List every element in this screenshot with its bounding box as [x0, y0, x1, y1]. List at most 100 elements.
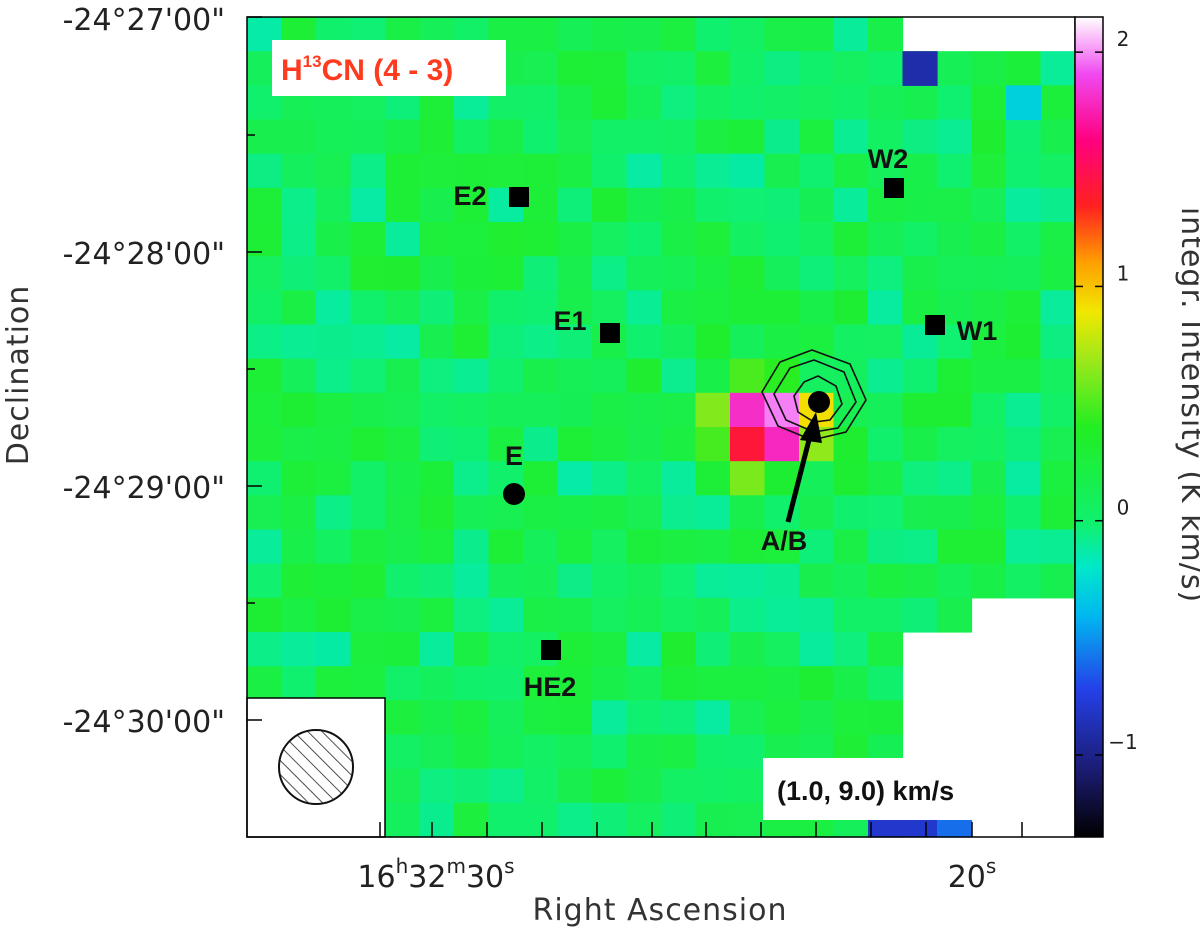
heatmap-pixel [661, 17, 697, 52]
heatmap-pixel [833, 256, 869, 291]
heatmap-pixel [626, 187, 662, 223]
heatmap-pixel [764, 51, 800, 86]
heatmap-pixel [626, 51, 662, 86]
heatmap-pixel [799, 632, 835, 667]
heatmap-pixel [316, 187, 352, 223]
heatmap-pixel [1040, 290, 1076, 326]
heatmap-pixel [557, 597, 593, 633]
heatmap-pixel [799, 597, 835, 633]
heatmap-pixel [764, 85, 800, 121]
heatmap-pixel [350, 666, 386, 701]
heatmap-pixel [350, 632, 386, 667]
heatmap-pixel [557, 427, 593, 462]
heatmap-pixel [902, 85, 938, 121]
heatmap-pixel [868, 256, 904, 291]
heatmap-pixel [868, 119, 904, 155]
heatmap-pixel [695, 51, 731, 86]
heatmap-pixel [661, 153, 697, 189]
heatmap-pixel [937, 597, 973, 633]
heatmap-pixel [281, 119, 317, 155]
heatmap-pixel [454, 666, 490, 701]
heatmap-pixel [454, 495, 490, 531]
heatmap-pixel [523, 734, 559, 770]
heatmap-pixel [385, 666, 421, 701]
heatmap-pixel [557, 187, 593, 223]
heatmap-pixel [833, 187, 869, 223]
heatmap-pixel [247, 461, 283, 496]
heatmap-pixel [695, 666, 731, 701]
heatmap-pixel [419, 256, 455, 291]
heatmap-pixel [695, 17, 731, 52]
heatmap-pixel [661, 632, 697, 667]
heatmap-pixel [937, 51, 973, 86]
heatmap-pixel [592, 700, 628, 736]
source-marker-he2 [541, 640, 561, 660]
heatmap-pixel [281, 632, 317, 667]
heatmap-pixel [316, 222, 352, 257]
heatmap-pixel [523, 85, 559, 121]
heatmap-pixel [488, 802, 524, 838]
heatmap-pixel [730, 529, 766, 565]
heatmap-pixel [799, 666, 835, 701]
heatmap-pixel [523, 802, 559, 838]
heatmap-pixel [419, 119, 455, 155]
heatmap-pixel [695, 427, 731, 462]
heatmap-pixel [730, 461, 766, 496]
heatmap-pixel [488, 632, 524, 667]
heatmap-pixel [799, 153, 835, 189]
x-tick-label-1: 16h32m30s [357, 854, 514, 895]
heatmap-pixel [557, 563, 593, 599]
heatmap-pixel [247, 632, 283, 667]
source-label-e2: E2 [453, 181, 486, 211]
heatmap-pixel [488, 427, 524, 462]
heatmap-pixel [1040, 392, 1076, 428]
heatmap-pixel [868, 529, 904, 565]
heatmap-pixel [661, 85, 697, 121]
heatmap-pixel [730, 256, 766, 291]
heatmap-pixel [454, 632, 490, 667]
heatmap-pixel [902, 597, 938, 633]
heatmap-pixel [247, 290, 283, 326]
heatmap-pixel [316, 666, 352, 701]
heatmap-pixel [971, 85, 1007, 121]
heatmap-pixel [764, 666, 800, 701]
heatmap-pixel [488, 222, 524, 257]
heatmap-pixel [971, 529, 1007, 565]
heatmap-pixel [971, 324, 1007, 360]
heatmap-pixel [730, 51, 766, 86]
heatmap-pixel [350, 222, 386, 257]
heatmap-pixel [454, 119, 490, 155]
heatmap-pixel [523, 461, 559, 496]
heatmap-pixel [833, 51, 869, 86]
heatmap-pixel [454, 290, 490, 326]
source-markers: E2 E1 E HE2 W2 W1 A/B [453, 144, 997, 702]
heatmap-pixel [661, 529, 697, 565]
heatmap-pixel [661, 119, 697, 155]
heatmap-pixel [661, 256, 697, 291]
heatmap-pixel [799, 119, 835, 155]
heatmap-pixel [730, 358, 766, 394]
heatmap-pixel [902, 119, 938, 155]
heatmap-pixel [1040, 85, 1076, 121]
heatmap-pixel [488, 768, 524, 804]
heatmap-pixel [868, 358, 904, 394]
y-tick-label-3: -24°29'00" [63, 471, 225, 506]
heatmap-pixel [833, 597, 869, 633]
heatmap-pixel [454, 324, 490, 360]
heatmap-pixel [730, 597, 766, 633]
heatmap-pixel [833, 563, 869, 599]
heatmap-pixel [937, 529, 973, 565]
heatmap-pixel [592, 222, 628, 257]
heatmap-pixel [971, 222, 1007, 257]
heatmap-pixel [661, 358, 697, 394]
heatmap-pixel [695, 119, 731, 155]
heatmap-pixel [661, 51, 697, 86]
heatmap-pixel [557, 666, 593, 701]
heatmap-pixel [350, 461, 386, 496]
source-label-w1: W1 [957, 316, 998, 346]
heatmap-pixel [419, 700, 455, 736]
colorbar-label: integr. Intensity (K km/s) [1174, 207, 1200, 603]
heatmap-pixel [1040, 461, 1076, 496]
heatmap-pixel [626, 222, 662, 257]
